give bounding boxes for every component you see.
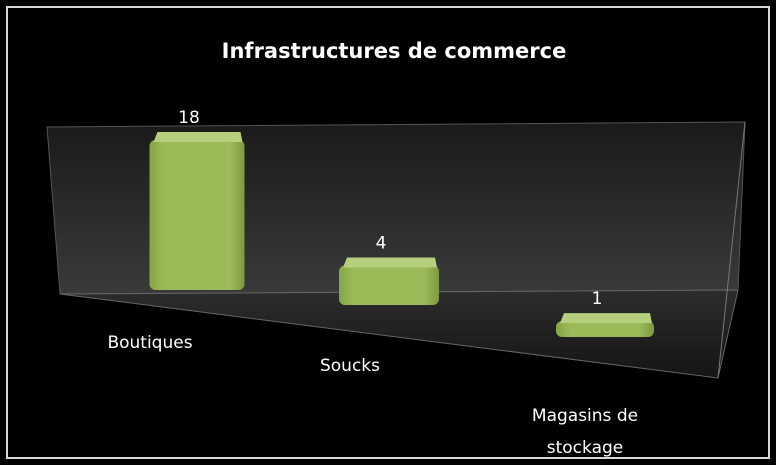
bar [149,132,245,290]
data-label: 4 [376,233,387,253]
bar-top [153,132,243,142]
bar-front [339,265,439,305]
x-tick-label: Magasins de stockage [531,406,639,458]
data-label: 18 [178,108,200,128]
x-tick-label: Boutiques [107,333,193,353]
bar-front [149,140,245,290]
x-tick-label: Soucks [319,356,380,376]
chart-title: Infrastructures de commerce [222,39,567,63]
x-tick-label-box: Soucks [319,356,380,376]
x-tick-label-box: Magasins de stockage [531,406,639,458]
data-label: 1 [592,289,603,309]
bar [556,313,654,337]
bar [339,257,439,305]
bar-front [556,321,654,337]
wall-edge [717,121,746,379]
x-tick-label-box: Boutiques [107,333,193,353]
bar-top [560,313,652,324]
bar-top [343,257,437,268]
